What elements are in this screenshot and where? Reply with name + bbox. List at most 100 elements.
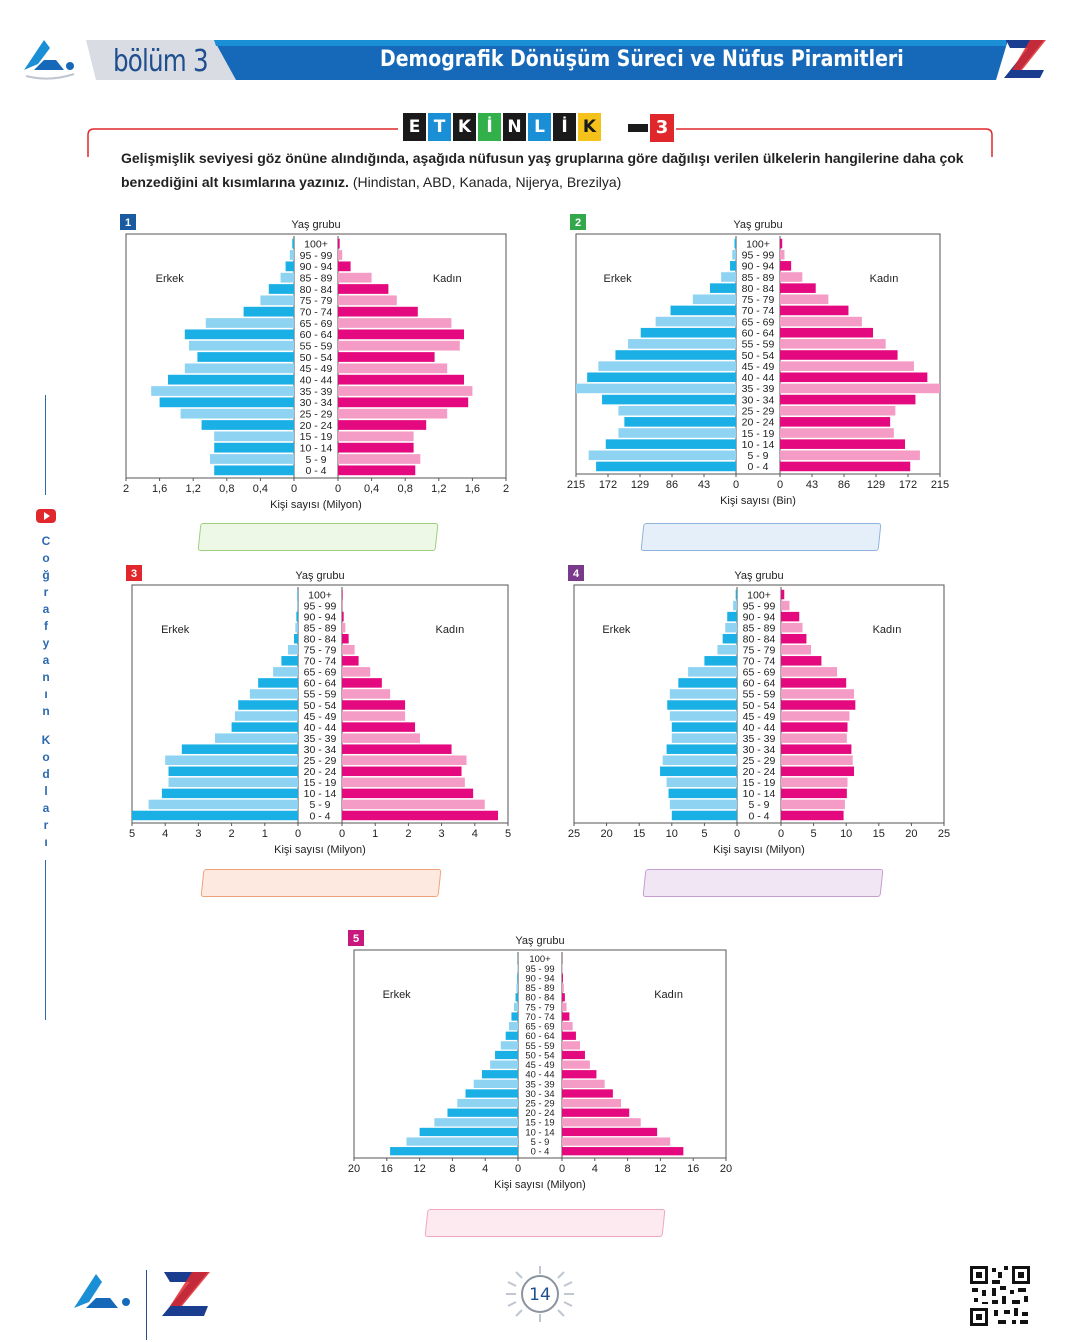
female-bar [781, 656, 822, 666]
activity-number: 3 [650, 114, 674, 142]
age-group-label: 20 - 24 [742, 417, 775, 429]
female-label: Kadın [654, 989, 683, 1001]
age-group-label: 45 - 49 [743, 711, 776, 723]
female-bar [338, 295, 397, 306]
activity-letter: İ [553, 113, 576, 141]
tick-label: 0 [339, 828, 345, 840]
activity-dash [628, 124, 648, 132]
answer-box-3[interactable] [200, 869, 442, 897]
male-bar [735, 589, 737, 600]
age-group-label: 25 - 29 [300, 408, 333, 420]
tick-label: 20 [600, 828, 612, 840]
page-number: 14 [529, 1285, 551, 1305]
female-bar [342, 689, 391, 699]
age-group-label: 60 - 64 [300, 329, 333, 341]
female-bar [342, 622, 346, 633]
male-bar [730, 261, 736, 271]
female-bar [562, 1098, 622, 1108]
female-label: Kadın [433, 273, 462, 285]
tick-label: 10 [840, 828, 852, 840]
tick-label: 20 [720, 1163, 732, 1175]
chart-frame [575, 233, 941, 475]
age-group-label: 55 - 59 [304, 689, 337, 701]
age-group-label: 15 - 19 [525, 1117, 554, 1128]
male-bar [249, 689, 298, 699]
female-bar [562, 1060, 590, 1069]
x-axis-label: Kişi sayısı (Bin) [720, 495, 796, 507]
answer-box-1[interactable] [197, 523, 439, 551]
age-group-label: 100+ [304, 238, 328, 250]
age-group-label: 65 - 69 [743, 667, 776, 679]
female-bar [562, 993, 565, 1002]
chart-badge [568, 565, 584, 581]
female-label: Kadın [436, 624, 465, 636]
female-bar [562, 983, 564, 992]
age-group-label: 0 - 4 [531, 1146, 550, 1157]
tick-label: 0 [777, 479, 783, 491]
male-bar [473, 1079, 518, 1088]
female-bar [338, 261, 351, 272]
male-bar [234, 711, 298, 721]
female-bar [342, 799, 485, 810]
female-bar [781, 733, 847, 743]
female-bar [562, 1041, 581, 1050]
age-group-label: 10 - 14 [742, 439, 775, 451]
pyramid-chart-2: 2 Yaş grubu Erkek Kadın 100+ 95 - 99 90 - 94 85… [558, 212, 958, 516]
male-bar [181, 744, 298, 754]
age-group-label: 0 - 4 [305, 465, 326, 477]
tick-label: 16 [381, 1163, 393, 1175]
male-bar [596, 461, 736, 472]
youtube-icon[interactable] [36, 509, 56, 523]
female-bar [338, 374, 464, 385]
tick-label: 3 [439, 828, 445, 840]
male-bar [406, 1137, 518, 1146]
x-axis-label: Kişi sayısı (Milyon) [270, 499, 362, 511]
age-group-label: 75 - 79 [525, 1001, 554, 1012]
male-bar [168, 766, 298, 777]
female-bar [781, 667, 838, 677]
male-bar [709, 283, 736, 293]
age-group-label: 80 - 84 [525, 992, 554, 1003]
age-group-label: 40 - 44 [743, 722, 776, 734]
age-group-label: 40 - 44 [742, 372, 775, 384]
age-group-label: 65 - 69 [525, 1021, 554, 1032]
male-bar [285, 261, 294, 272]
age-group-label: 95 - 99 [525, 963, 554, 974]
age-group-label: 0 - 4 [748, 810, 769, 822]
female-bar [562, 1127, 658, 1137]
answer-box-2[interactable] [640, 523, 882, 551]
age-group-label: 10 - 14 [743, 788, 776, 800]
male-bar [508, 1022, 518, 1031]
answer-box-4[interactable] [642, 869, 884, 897]
chart-frame [353, 949, 727, 1159]
age-group-label: 60 - 64 [304, 678, 337, 690]
female-bar [780, 272, 803, 282]
male-bar [201, 420, 294, 430]
female-bar [562, 1070, 597, 1079]
male-bar [490, 1060, 518, 1069]
male-bar [292, 238, 294, 249]
z-logo-icon [1004, 40, 1046, 78]
male-label: Erkek [156, 273, 185, 285]
qr-code-icon[interactable] [968, 1264, 1032, 1328]
tick-label: 2 [229, 828, 235, 840]
age-group-label: 10 - 14 [300, 442, 333, 454]
tick-label: 1 [372, 828, 378, 840]
age-group-label: 95 - 99 [743, 600, 776, 612]
female-bar [781, 600, 790, 611]
tick-label: 0 [559, 1163, 565, 1175]
female-bar [780, 450, 920, 461]
tick-label: 20 [348, 1163, 360, 1175]
tick-label: 0,8 [398, 483, 413, 495]
answer-box-5[interactable] [424, 1209, 666, 1237]
male-bar [666, 744, 737, 754]
tick-label: 5 [811, 828, 817, 840]
male-bar [231, 722, 298, 732]
male-bar [668, 788, 737, 799]
male-bar [640, 327, 736, 338]
male-bar [390, 1147, 518, 1156]
male-bar [243, 306, 294, 317]
